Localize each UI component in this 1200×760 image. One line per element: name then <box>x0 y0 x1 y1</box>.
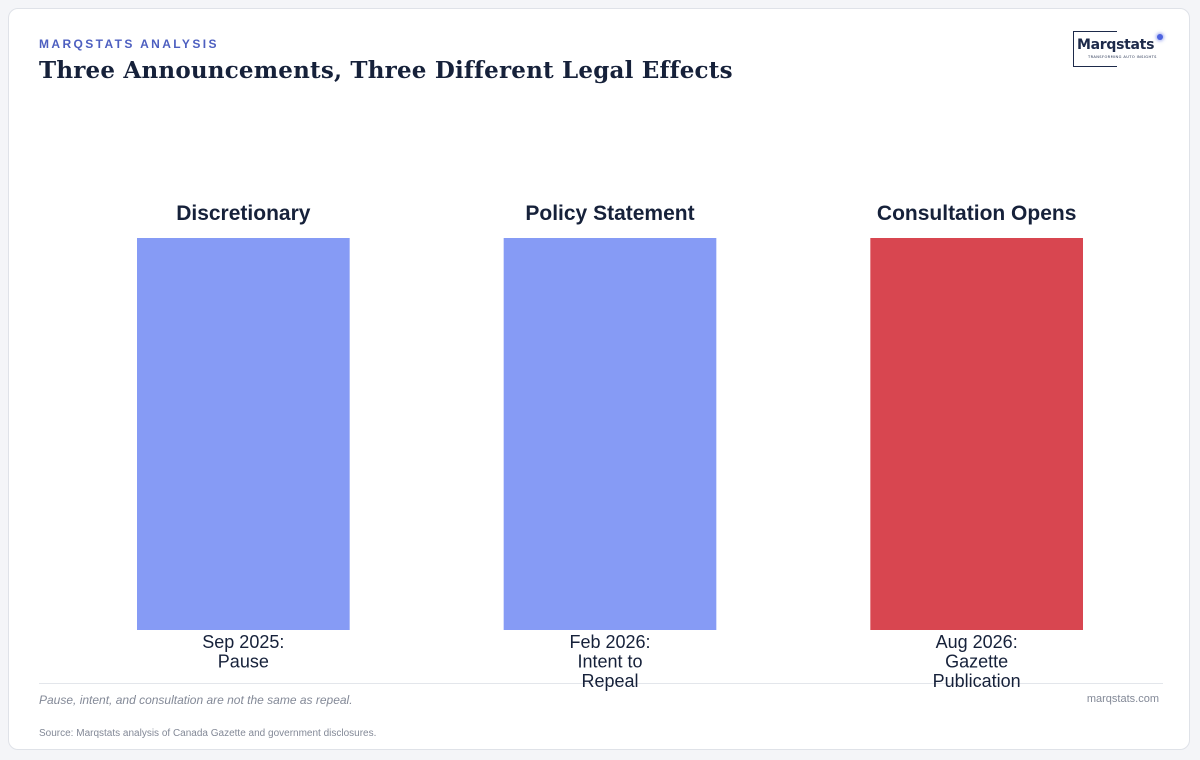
site-url: marqstats.com <box>1086 693 1159 705</box>
bar-label-2: Policy Statement <box>525 202 694 225</box>
x-tick-line: Gazette <box>945 652 1008 672</box>
eyebrow-label: MARQSTATS ANALYSIS <box>39 37 219 51</box>
x-tick-line: Publication <box>933 671 1021 691</box>
bar-3 <box>870 238 1083 630</box>
source-note: Source: Marqstats analysis of Canada Gaz… <box>39 728 377 739</box>
logo-dot-icon <box>1157 34 1163 40</box>
x-tick-line: Feb 2026: <box>569 632 650 652</box>
x-tick-label-3: Aug 2026: Gazette Publication <box>933 632 1021 691</box>
footer-divider <box>39 683 1163 684</box>
x-tick-line: Aug 2026: <box>936 632 1018 652</box>
x-tick-line: Repeal <box>581 671 638 691</box>
bar-label-3: Consultation Opens <box>877 202 1077 225</box>
marqstats-logo: Marqstats TRANSFORMING AUTO INSIGHTS <box>1073 31 1163 69</box>
bar-1 <box>137 238 350 630</box>
x-tick-line: Intent to <box>577 652 642 672</box>
x-tick-label-1: Sep 2025: Pause <box>202 632 284 672</box>
bar-label-1: Discretionary <box>176 202 311 225</box>
chart-title: Three Announcements, Three Different Leg… <box>39 57 733 84</box>
footer-note: Pause, intent, and consultation are not … <box>39 693 353 707</box>
logo-frame <box>1073 31 1117 67</box>
x-tick-line: Sep 2025: <box>202 632 284 652</box>
logo-tagline: TRANSFORMING AUTO INSIGHTS <box>1088 55 1157 59</box>
x-tick-label-2: Feb 2026: Intent to Repeal <box>569 632 650 691</box>
bar-2 <box>503 238 717 630</box>
x-tick-line: Pause <box>218 652 269 672</box>
logo-wordmark: Marqstats <box>1077 37 1155 53</box>
